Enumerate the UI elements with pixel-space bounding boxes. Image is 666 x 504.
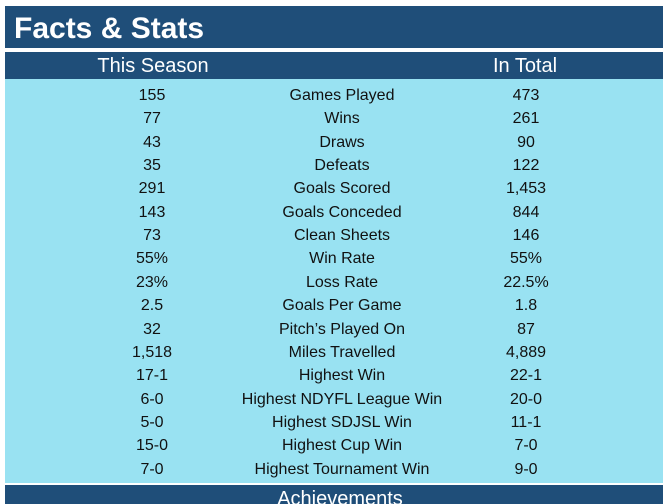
stat-row: 5-0 Highest SDJSL Win 11-1 xyxy=(5,411,663,434)
this-season-value: 35 xyxy=(143,157,161,175)
in-total-value: 22.5% xyxy=(503,273,549,291)
stat-label: Highest NDYFL League Win xyxy=(241,390,443,408)
stat-row: 291 Goals Scored 1,453 xyxy=(5,177,663,200)
in-total-value: 261 xyxy=(512,110,540,128)
in-total-value: 1.8 xyxy=(514,297,538,315)
stat-label: Highest SDJSL Win xyxy=(272,413,412,431)
stat-label: Games Played xyxy=(289,87,395,104)
this-season-value: 2.5 xyxy=(140,297,164,315)
stat-label: Wins xyxy=(324,110,360,128)
stat-row: 17-1 Highest Win 22-1 xyxy=(5,364,663,387)
this-season-value: 155 xyxy=(138,87,166,104)
this-season-value: 77 xyxy=(143,110,161,128)
stat-row: 7-0 Highest Tournament Win 9-0 xyxy=(5,458,663,481)
stat-row: 77 Wins 261 xyxy=(5,107,663,130)
stat-row: 55% Win Rate 55% xyxy=(5,247,663,270)
stat-label: Goals Per Game xyxy=(282,297,402,315)
in-total-value: 7-0 xyxy=(514,437,538,455)
this-season-header: This Season xyxy=(97,55,209,77)
achievements-label: Achievements xyxy=(277,488,403,504)
stat-label: Goals Scored xyxy=(293,180,391,198)
stat-row: 15-0 Highest Cup Win 7-0 xyxy=(5,434,663,457)
stat-label: Highest Win xyxy=(298,367,386,385)
this-season-value: 143 xyxy=(138,203,166,221)
in-total-value: 4,889 xyxy=(505,343,547,361)
stat-row: 73 Clean Sheets 146 xyxy=(5,224,663,247)
this-season-value: 1,518 xyxy=(131,343,173,361)
stat-row: 2.5 Goals Per Game 1.8 xyxy=(5,294,663,317)
this-season-value: 7-0 xyxy=(140,460,164,478)
in-total-value: 90 xyxy=(517,133,535,151)
stat-row: 43 Draws 90 xyxy=(5,131,663,154)
this-season-value: 291 xyxy=(138,180,166,198)
this-season-value: 5-0 xyxy=(140,413,164,431)
stat-label: Highest Cup Win xyxy=(281,437,403,455)
this-season-value: 15-0 xyxy=(135,437,169,455)
in-total-value: 22-1 xyxy=(509,367,543,385)
in-total-value: 87 xyxy=(517,320,535,338)
stat-row: 6-0 Highest NDYFL League Win 20-0 xyxy=(5,388,663,411)
in-total-value: 20-0 xyxy=(509,390,543,408)
in-total-value: 55% xyxy=(509,250,543,268)
stat-label: Draws xyxy=(319,133,365,151)
this-season-value: 32 xyxy=(143,320,161,338)
achievements-header: Achievements xyxy=(5,484,663,504)
stat-row: 143 Goals Conceded 844 xyxy=(5,201,663,224)
stat-row: 1,518 Miles Travelled 4,889 xyxy=(5,341,663,364)
in-total-header: In Total xyxy=(492,55,558,77)
this-season-value: 73 xyxy=(143,227,161,245)
in-total-value: 122 xyxy=(512,157,540,175)
stat-label: Highest Tournament Win xyxy=(254,460,430,478)
stat-label: Clean Sheets xyxy=(293,227,391,245)
this-season-value: 6-0 xyxy=(140,390,164,408)
stat-label: Goals Conceded xyxy=(282,203,402,221)
this-season-value: 55% xyxy=(135,250,169,268)
column-header-row: This Season In Total xyxy=(5,52,663,79)
stat-row: 155 Games Played 473 xyxy=(5,84,663,107)
stat-label: Pitch’s Played On xyxy=(279,320,405,338)
this-season-value: 17-1 xyxy=(135,367,169,385)
stat-label: Miles Travelled xyxy=(288,343,396,361)
stats-table: 155 Games Played 473 77 Wins 261 43 Draws 90 35 De… xyxy=(5,79,663,483)
in-total-value: 11-1 xyxy=(510,413,542,431)
this-season-value: 43 xyxy=(143,133,161,151)
stat-row: 32 Pitch’s Played On 87 xyxy=(5,318,663,341)
this-season-value: 23% xyxy=(135,273,169,291)
in-total-value: 146 xyxy=(512,227,540,245)
stat-row: 35 Defeats 122 xyxy=(5,154,663,177)
in-total-value: 844 xyxy=(512,203,540,221)
stat-label: Win Rate xyxy=(309,250,375,268)
in-total-value: 1,453 xyxy=(505,180,547,198)
in-total-value: 473 xyxy=(512,87,540,104)
stat-label: Loss Rate xyxy=(305,273,379,291)
in-total-value: 9-0 xyxy=(514,460,538,478)
stat-row: 23% Loss Rate 22.5% xyxy=(5,271,663,294)
page-title: Facts & Stats xyxy=(5,6,663,50)
stat-label: Defeats xyxy=(314,157,370,175)
